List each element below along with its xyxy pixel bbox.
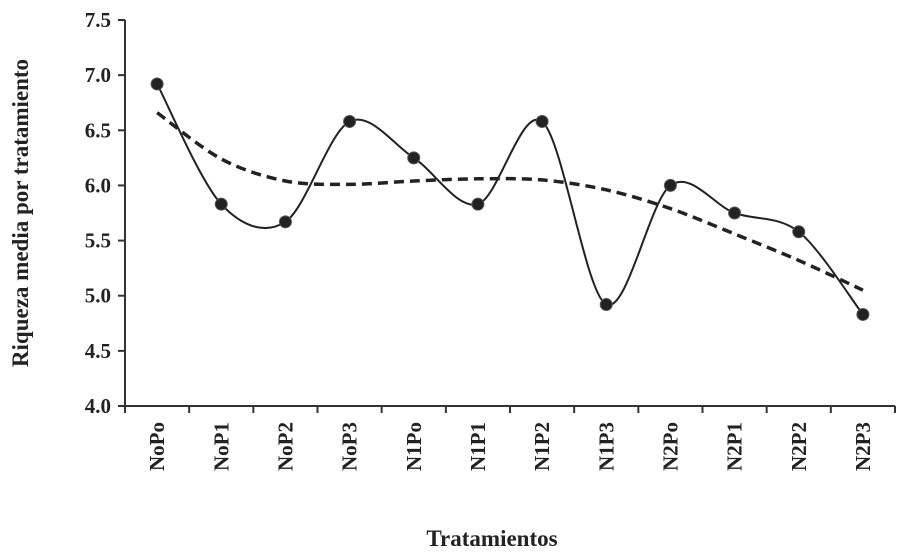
y-tick-label: 5.5 [85, 229, 111, 253]
x-tick-label: N2P2 [787, 422, 811, 471]
x-tick-label: N1Po [402, 422, 426, 471]
y-tick-label: 7.5 [85, 8, 111, 32]
y-tick-label: 4.5 [85, 339, 111, 363]
x-tick-label: N2Po [658, 422, 682, 471]
data-point-nop1 [214, 197, 228, 211]
x-tick-label: NoP2 [273, 422, 297, 471]
data-point-n2p1 [728, 206, 742, 220]
series-layer [150, 77, 870, 321]
data-point-n1p2 [535, 114, 549, 128]
x-tick-label: NoPo [145, 422, 169, 471]
data-point-nop3 [343, 114, 357, 128]
y-ticks: 4.0 4.5 5.0 5.5 6.0 6.5 7.0 7.5 [85, 8, 125, 418]
x-axis-title: Tratamientos [426, 526, 557, 551]
x-tick-label: N2P3 [851, 422, 875, 471]
series-line [156, 83, 864, 316]
y-tick-label: 4.0 [85, 394, 111, 418]
x-tick-label: N1P2 [530, 422, 554, 471]
x-tick-label: N1P1 [466, 422, 490, 471]
data-point-n1p3 [599, 298, 613, 312]
data-point-nop2 [278, 215, 292, 229]
x-tick-label: NoP3 [338, 422, 362, 471]
axes [124, 20, 895, 407]
data-point-n2p2 [792, 225, 806, 239]
data-point-n2p3 [856, 307, 870, 321]
y-tick-label: 5.0 [85, 284, 111, 308]
y-tick-label: 6.5 [85, 118, 111, 142]
data-point-n1po [407, 151, 421, 165]
x-tick-label: N1P3 [594, 422, 618, 471]
x-ticks: NoPo NoP1 NoP2 NoP3 N1Po N1P1 N1P2 N1P3 N2Po N2P1… [124, 406, 896, 471]
data-point-n1p1 [471, 197, 485, 211]
trend-line [156, 111, 864, 292]
x-tick-label: NoP1 [209, 422, 233, 471]
y-axis-title: Riqueza media por tratamiento [8, 59, 33, 367]
x-tick-label: N2P1 [723, 422, 747, 471]
y-tick-label: 7.0 [85, 63, 111, 87]
data-point-nopo [150, 77, 164, 91]
data-point-n2po [663, 178, 677, 192]
y-tick-label: 6.0 [85, 173, 111, 197]
